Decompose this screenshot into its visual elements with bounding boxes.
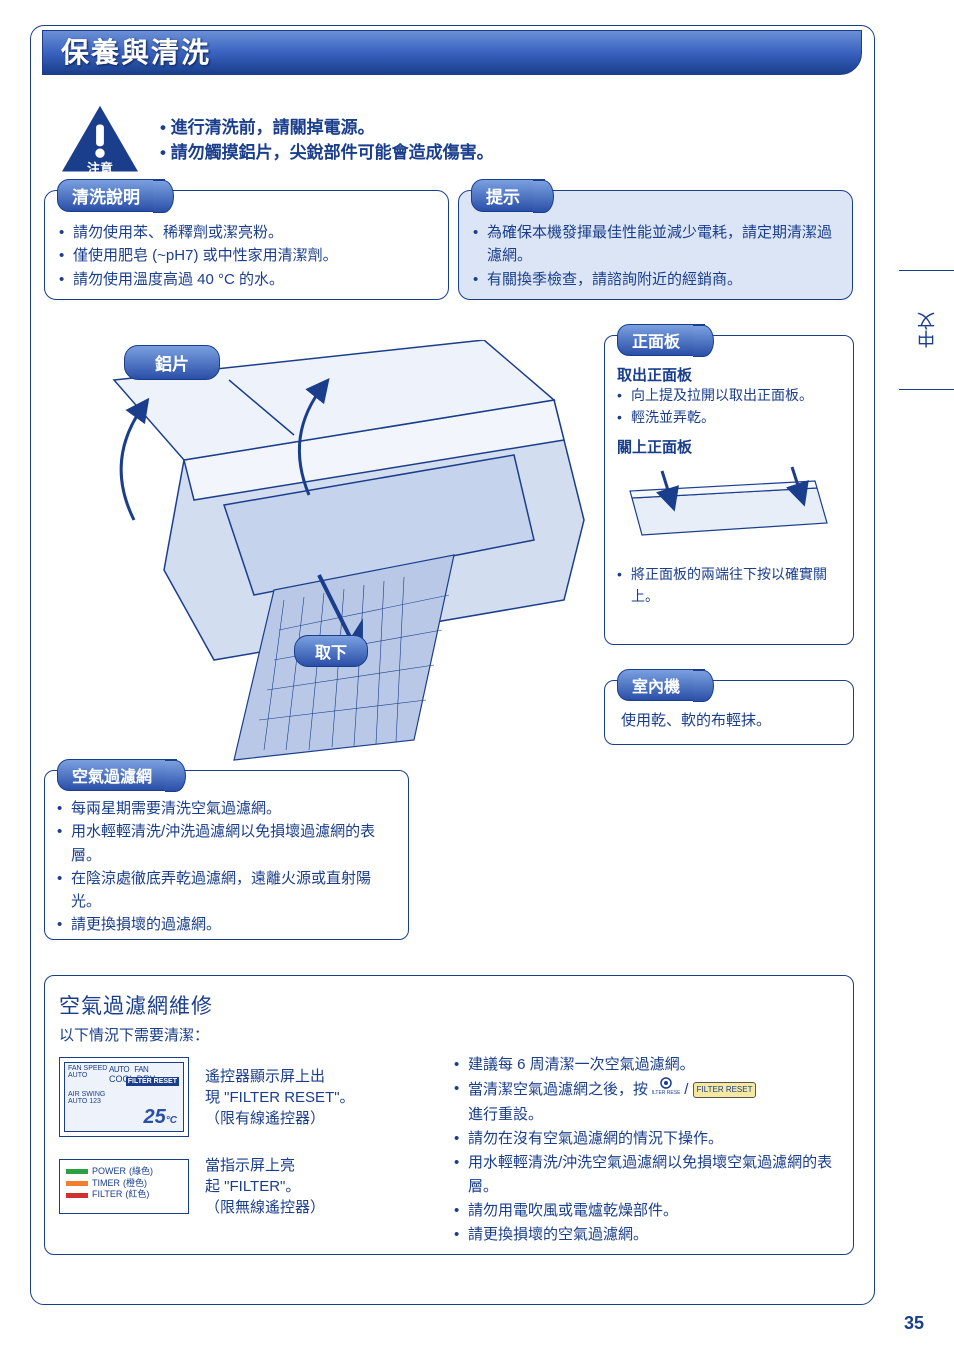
wired-remote-desc: 遙控器顯示屏上出 現 "FILTER RESET"。 （限有線遙控器） — [205, 1066, 355, 1129]
instructions-header: 清洗說明 — [57, 179, 165, 212]
air-filter-item: 用水輕輕清洗/沖洗過濾網以免損壞過濾網的表層。 — [57, 820, 396, 867]
language-tab-label: 中文 — [914, 312, 940, 348]
filter-reset-icon: FILTER RESET — [652, 1077, 680, 1103]
wireless-remote-icon: POWER(綠色) TIMER(橙色) FILTER(紅色) — [59, 1159, 189, 1214]
front-panel-callout: 正面板 取出正面板 向上提及拉開以取出正面板。 輕洗並弄乾。 關上正面板 將正面… — [604, 335, 854, 645]
tips-box: 提示 為確保本機發揮最佳性能並減少電耗，請定期清潔過濾網。 有關換季檢查，請諮詢… — [458, 190, 853, 300]
front-panel-step: 輕洗並弄乾。 — [617, 407, 841, 429]
front-panel-step: 向上提及拉開以取出正面板。 — [617, 385, 841, 407]
language-tab: 中文 — [899, 270, 954, 390]
air-filter-callout: 空氣過濾網 每兩星期需要清洗空氣過濾網。 用水輕輕清洗/沖洗過濾網以免損壞過濾網… — [44, 770, 409, 940]
maintenance-item: 用水輕輕清洗/沖洗空氣過濾網以免損壞空氣過濾網的表層。 — [454, 1151, 839, 1199]
page-number: 35 — [904, 1313, 924, 1334]
page-title: 保養與清洗 — [42, 30, 862, 75]
caution-block: 注意 • 進行清洗前，請關掉電源。 • 請勿觸摸鋁片，尖銳部件可能會造成傷害。 — [60, 105, 494, 175]
maintenance-item: 建議每 6 周清潔一次空氣過濾網。 — [454, 1053, 839, 1077]
maintenance-title: 空氣過濾網維修 — [59, 990, 839, 1020]
instructions-item: 請勿使用苯、稀釋劑或潔亮粉。 — [59, 221, 434, 244]
tips-item: 有關換季檢查，請諮詢附近的經銷商。 — [473, 268, 838, 291]
maintenance-item: 請更換損壞的空氣過濾網。 — [454, 1223, 839, 1247]
front-panel-remove-title: 取出正面板 — [617, 364, 841, 385]
maintenance-right-col: 建議每 6 周清潔一次空氣過濾網。 當清潔空氣過濾網之後，按 FILTER RE… — [454, 1053, 839, 1247]
tips-item: 為確保本機發揮最佳性能並減少電耗，請定期清潔過濾網。 — [473, 221, 838, 268]
maintenance-left-col: FAN SPEEDAUTO AUTO FAN COOL DRY FILTER R… — [59, 1053, 454, 1247]
instructions-item: 請勿使用溫度高過 40 °C 的水。 — [59, 268, 434, 291]
maintenance-subtitle: 以下情況下需要清潔： — [59, 1024, 839, 1045]
air-filter-header: 空氣過濾網 — [57, 759, 177, 791]
filter-reset-button-icon: FILTER RESET — [693, 1082, 757, 1099]
indoor-unit-callout: 室內機 使用乾、軟的布輕抹。 — [604, 680, 854, 745]
indoor-unit-header: 室內機 — [617, 669, 705, 701]
maintenance-item: 請勿在沒有空氣過濾網的情況下操作。 — [454, 1127, 839, 1151]
tips-header: 提示 — [471, 179, 545, 212]
maintenance-item: 請勿用電吹風或電爐乾燥部件。 — [454, 1199, 839, 1223]
air-filter-item: 每兩星期需要清洗空氣過濾網。 — [57, 797, 396, 820]
maintenance-item: 當清潔空氣過濾網之後，按 FILTER RESET / FILTER RESET… — [454, 1077, 839, 1127]
air-filter-item: 在陰涼處徹底弄乾過濾網，遠離火源或直射陽光。 — [57, 867, 396, 914]
front-panel-close-step: 將正面板的兩端往下按以確實關上。 — [617, 564, 841, 607]
wireless-remote-desc: 當指示屏上亮 起 "FILTER"。 （限無線遙控器） — [205, 1155, 325, 1218]
caution-line: • 請勿觸摸鋁片，尖銳部件可能會造成傷害。 — [160, 140, 494, 166]
caution-icon: 注意 — [60, 105, 140, 175]
caution-text: • 進行清洗前，請關掉電源。 • 請勿觸摸鋁片，尖銳部件可能會造成傷害。 — [160, 115, 494, 166]
instructions-box: 清洗說明 請勿使用苯、稀釋劑或潔亮粉。 僅使用肥皂 (~pH7) 或中性家用清潔… — [44, 190, 449, 300]
wired-remote-icon: FAN SPEEDAUTO AUTO FAN COOL DRY FILTER R… — [59, 1057, 189, 1137]
caution-line: • 進行清洗前，請關掉電源。 — [160, 115, 494, 141]
caution-label: 注意 — [87, 158, 113, 177]
remove-label: 取下 — [294, 635, 368, 667]
ac-unit-illustration — [54, 340, 594, 770]
indoor-unit-text: 使用乾、軟的布輕抹。 — [617, 709, 841, 730]
front-panel-header: 正面板 — [617, 324, 705, 356]
svg-text:FILTER RESET: FILTER RESET — [652, 1090, 680, 1095]
diagram-area: 鋁片 取下 正面板 取出正面板 向上提及拉開以取出正面板。 輕洗並弄乾。 關上正… — [44, 335, 854, 945]
air-filter-item: 請更換損壞的過濾網。 — [57, 913, 396, 936]
aluminum-label: 鋁片 — [124, 345, 220, 380]
maintenance-box: 空氣過濾網維修 以下情況下需要清潔： FAN SPEEDAUTO AUTO FA… — [44, 975, 854, 1255]
panel-close-illustration — [617, 463, 837, 553]
instructions-item: 僅使用肥皂 (~pH7) 或中性家用清潔劑。 — [59, 244, 434, 267]
front-panel-close-title: 關上正面板 — [617, 436, 841, 457]
